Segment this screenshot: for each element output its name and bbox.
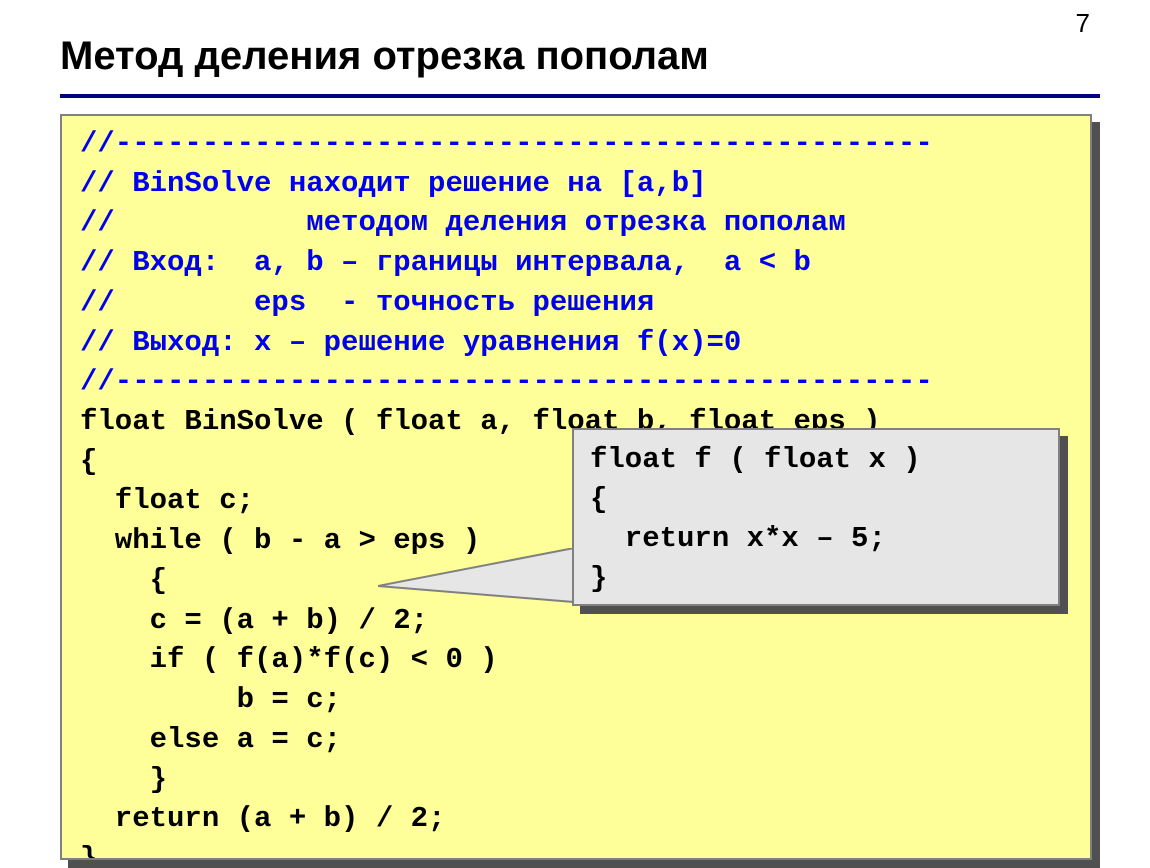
code-line: else a = c; (80, 723, 341, 756)
inset-code-box: float f ( float x ) { return x*x – 5; } (572, 428, 1060, 606)
comment-line: // методом деления отрезка пополам (80, 206, 846, 239)
inset-code-line: float f ( float x ) (590, 443, 921, 476)
comment-line: //--------------------------------------… (80, 365, 933, 398)
code-line: b = c; (80, 683, 341, 716)
title-underline (60, 94, 1100, 98)
comment-line: //--------------------------------------… (80, 127, 933, 160)
code-line: } (80, 763, 167, 796)
code-line: { (80, 564, 167, 597)
code-line: } (80, 842, 97, 860)
comment-line: // Выход: x – решение уравнения f(x)=0 (80, 326, 741, 359)
page-number: 7 (1076, 8, 1090, 39)
inset-code-line: return x*x – 5; (590, 522, 886, 555)
code-line: { (80, 445, 97, 478)
code-line: while ( b - a > eps ) (80, 524, 480, 557)
comment-line: // eps - точность решения (80, 286, 654, 319)
inset-code-line: } (590, 562, 607, 595)
code-line: c = (a + b) / 2; (80, 604, 428, 637)
code-line: if ( f(a)*f(c) < 0 ) (80, 643, 498, 676)
comment-line: // BinSolve находит решение на [a,b] (80, 167, 707, 200)
code-line: float c; (80, 484, 254, 517)
inset-code-line: { (590, 483, 607, 516)
slide-title: Метод деления отрезка пополам (60, 34, 709, 79)
code-line: return (a + b) / 2; (80, 802, 445, 835)
comment-line: // Вход: a, b – границы интервала, a < b (80, 246, 811, 279)
